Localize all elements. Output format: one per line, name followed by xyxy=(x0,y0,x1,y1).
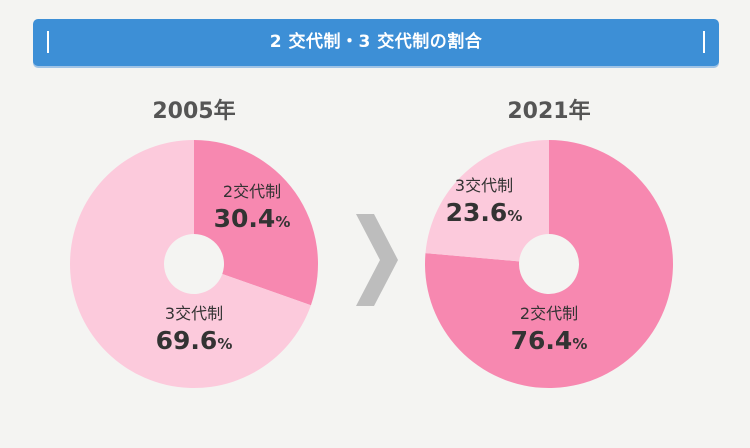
chart-title: 2 交代制・3 交代制の割合 xyxy=(269,32,483,52)
slice-2021-two-shift xyxy=(425,140,673,388)
slice-label-2005-three-shift: 3交代制 xyxy=(165,304,223,323)
slice-label-2021-three-shift: 3交代制 xyxy=(455,176,513,195)
donut-chart-2005: 2交代制 30.4% 3交代制 69.6% xyxy=(69,140,318,388)
year-label-2021: 2021年 xyxy=(507,99,591,124)
slice-value-2005-three-shift: 69.6% xyxy=(156,326,233,355)
slice-2021-three-shift xyxy=(425,140,549,262)
slice-value-2005-two-shift: 30.4% xyxy=(214,204,291,233)
slice-value-2021-two-shift: 76.4% xyxy=(511,326,588,355)
year-label-2005: 2005年 xyxy=(152,99,236,124)
slice-value-2021-three-shift: 23.6% xyxy=(446,198,523,227)
slice-2005-three-shift xyxy=(69,140,311,388)
title-banner: 2 交代制・3 交代制の割合 xyxy=(33,19,719,66)
banner-right-bar xyxy=(703,31,705,53)
slice-label-2005-two-shift: 2交代制 xyxy=(223,182,281,201)
donut-chart-2021: 2交代制 76.4% 3交代制 23.6% xyxy=(425,140,673,388)
banner-left-bar xyxy=(47,31,49,53)
slice-2005-two-shift xyxy=(194,140,318,306)
right-arrow-icon xyxy=(356,214,398,306)
slice-label-2021-two-shift: 2交代制 xyxy=(520,304,578,323)
